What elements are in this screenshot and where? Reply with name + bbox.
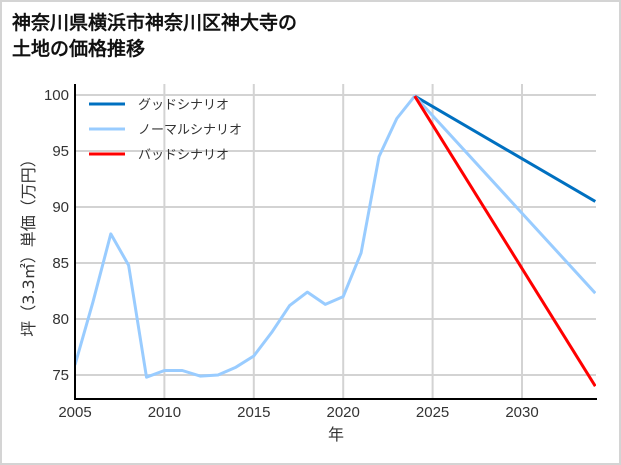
chart-title: 神奈川県横浜市神奈川区神大寺の 土地の価格推移 <box>12 10 297 62</box>
normal-scenario-line <box>75 94 596 379</box>
legend-item: ノーマルシナリオ <box>89 123 242 138</box>
x-tick-label: 2025 <box>416 404 449 421</box>
x-tick-label: 2005 <box>58 404 91 421</box>
y-axis-label: 坪（3.3㎡）単価（万円） <box>19 151 38 336</box>
x-tick-label: 2020 <box>327 404 360 421</box>
y-tick-label: 90 <box>52 199 69 216</box>
y-tick-label: 80 <box>52 311 69 328</box>
x-tick-label: 2010 <box>148 404 181 421</box>
x-tick-label: 2015 <box>237 404 270 421</box>
legend-item: バッドシナリオ <box>89 148 229 163</box>
y-tick-label: 75 <box>52 367 69 384</box>
y-tick-label: 100 <box>44 87 69 104</box>
bad-scenario-line <box>413 95 596 387</box>
x-tick-label: 2030 <box>505 404 538 421</box>
axes <box>74 84 597 400</box>
x-tick-labels: 2005 2010 2015 2020 2025 2030 <box>58 404 538 421</box>
legend-label: グッドシナリオ <box>138 98 229 113</box>
data-lines <box>75 94 596 387</box>
legend-item: グッドシナリオ <box>89 98 229 113</box>
legend-label: バッドシナリオ <box>138 148 229 163</box>
chart-title-line2: 土地の価格推移 <box>12 38 146 60</box>
y-tick-label: 95 <box>52 143 69 160</box>
x-axis-label: 年 <box>328 425 344 444</box>
y-tick-labels: 75 80 85 90 95 100 <box>44 87 69 384</box>
legend-label: ノーマルシナリオ <box>138 123 242 138</box>
chart-title-line1: 神奈川県横浜市神奈川区神大寺の <box>12 12 298 34</box>
good-scenario-line <box>413 94 596 203</box>
y-tick-label: 85 <box>52 255 69 272</box>
